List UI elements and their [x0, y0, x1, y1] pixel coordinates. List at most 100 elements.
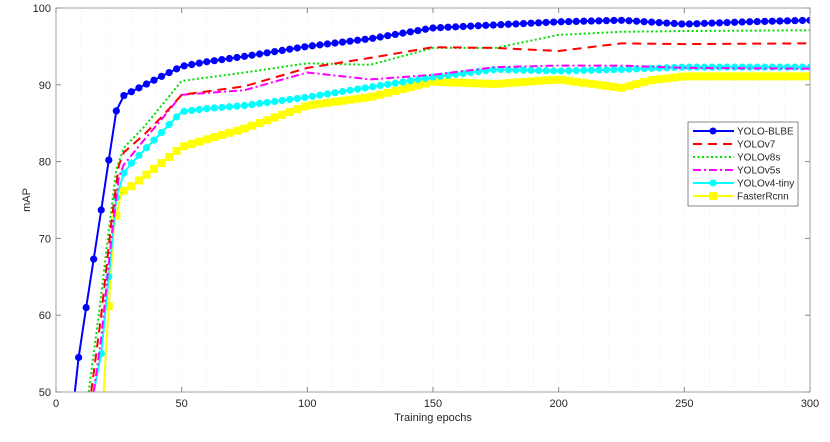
fasterrcnn-point [519, 78, 528, 87]
yolov4-tiny-point [550, 67, 558, 75]
series-group [73, 16, 810, 392]
fasterrcnn-point [263, 116, 272, 125]
yolo-blbe-point [278, 46, 286, 54]
yolo-blbe-point [248, 51, 256, 59]
fasterrcnn-point [202, 135, 211, 144]
yolov4-tiny-point [580, 66, 588, 74]
yolo-blbe-point [768, 17, 776, 25]
yolo-blbe-point [467, 22, 475, 30]
yolo-blbe-point [210, 57, 218, 65]
fasterrcnn-point [330, 97, 339, 106]
yolo-blbe-point [429, 24, 437, 32]
yolov4-tiny-point [768, 63, 776, 71]
fasterrcnn-point [602, 81, 611, 90]
yolo-blbe-point [527, 19, 535, 27]
fasterrcnn-point [466, 79, 475, 88]
yolov4-tiny-point [617, 65, 626, 74]
yolov4-tiny-point [120, 169, 128, 177]
yolo-blbe-point [806, 16, 810, 24]
yolo-blbe-point [783, 17, 791, 25]
series-yolo-blbe [73, 16, 810, 392]
yolo-blbe-point [663, 19, 671, 27]
yolo-blbe-point [354, 36, 362, 44]
y-tick-label: 90 [39, 80, 51, 92]
yolo-blbe-point [512, 20, 520, 28]
fasterrcnn-point [406, 83, 415, 92]
yolo-blbe-point [648, 18, 656, 26]
yolov4-tiny-point [504, 66, 512, 74]
yolo-blbe-point [452, 23, 460, 31]
yolov4-tiny-point [791, 63, 799, 71]
yolo-blbe-point [678, 20, 686, 28]
yolov4-tiny-point [188, 106, 196, 115]
yolo-blbe-point [776, 17, 784, 25]
fasterrcnn-point [775, 72, 784, 81]
series-fasterrcnn [102, 72, 810, 392]
fasterrcnn-point [361, 93, 370, 102]
fasterrcnn-point [255, 119, 264, 128]
legend-box [687, 121, 799, 207]
yolov4-tiny-point [361, 84, 369, 92]
legend-label-yolov8s: YOLOv8s [737, 153, 780, 164]
yolo-blbe-point [685, 20, 693, 28]
yolo-blbe-point [195, 59, 203, 67]
yolov5s-line [92, 64, 810, 392]
yolo-blbe-point [519, 19, 528, 28]
yolo-blbe-point [504, 20, 512, 28]
legend-label-fasterrcnn: FasterRcnn [737, 192, 789, 203]
yolo-blbe-point [150, 76, 158, 84]
yolov4-tiny-point [527, 66, 535, 74]
fasterrcnn-point [308, 100, 317, 109]
fasterrcnn-point [745, 72, 754, 81]
fasterrcnn-point [240, 124, 249, 133]
yolov4-tiny-point [399, 78, 407, 86]
yolo-blbe-point [595, 17, 603, 25]
yolo-blbe-point [218, 56, 226, 64]
yolov4-tiny-point [406, 77, 414, 85]
yolov4-tiny-point [776, 63, 784, 71]
fasterrcnn-point [557, 75, 566, 84]
fasterrcnn-point [391, 86, 400, 95]
fasterrcnn-point [723, 72, 732, 81]
fasterrcnn-point [165, 153, 174, 162]
fasterrcnn-point [270, 113, 279, 122]
fasterrcnn-point [549, 75, 558, 84]
y-tick-label: 60 [39, 310, 51, 322]
yolo-blbe-point [798, 16, 807, 25]
fasterrcnn-point [760, 72, 769, 81]
series-yolov7 [90, 42, 810, 392]
yolo-blbe-point [738, 18, 746, 26]
yolov4-tiny-point [534, 66, 543, 75]
yolov4-tiny-point [142, 144, 151, 152]
yolo-blbe-point [361, 35, 369, 43]
fasterrcnn-point [692, 72, 701, 81]
y-tick-label: 70 [39, 233, 51, 245]
yolo-blbe-point [346, 37, 354, 45]
yolo-blbe-point [557, 18, 565, 26]
yolov4-tiny-point [218, 103, 226, 111]
yolov4-tiny-point [369, 83, 377, 91]
x-axis-ticks: 0 50 100 150 200 250 300 [53, 8, 819, 410]
yolo-blbe-point [640, 18, 648, 26]
yolo-blbe-point [233, 53, 241, 62]
yolo-blbe-point [165, 69, 173, 77]
fasterrcnn-point [346, 95, 355, 104]
fasterrcnn-point [783, 72, 792, 81]
fasterrcnn-point [670, 73, 679, 82]
fasterrcnn-point [730, 72, 739, 81]
yolo-blbe-point [323, 40, 332, 48]
yolo-blbe-point [414, 26, 422, 35]
yolo-blbe-point [723, 18, 731, 27]
yolo-blbe-point [97, 206, 105, 214]
yolov4-tiny-point [376, 81, 384, 90]
fasterrcnn-point [459, 78, 468, 87]
fasterrcnn-point [474, 79, 483, 88]
fasterrcnn-point [300, 102, 309, 111]
yolov4-tiny-point [512, 66, 520, 74]
fasterrcnn-point [323, 98, 332, 107]
yolov7-line [90, 42, 810, 392]
fasterrcnn-point [587, 79, 596, 88]
fasterrcnn-point [579, 78, 588, 87]
fasterrcnn-point [444, 78, 453, 87]
yolo-blbe-point [203, 58, 211, 66]
